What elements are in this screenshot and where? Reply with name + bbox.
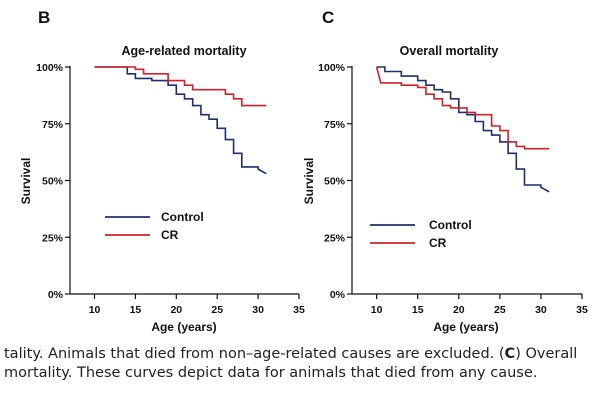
y-tick-label: 75% — [42, 119, 64, 131]
x-axis-label: Age (years) — [433, 320, 498, 334]
caption-lead: tality. Animals that died from non–age-r… — [4, 346, 505, 362]
y-tick-label: 0% — [48, 289, 64, 301]
y-tick-label: 0% — [330, 289, 346, 301]
y-tick-label: 100% — [318, 62, 346, 74]
y-axis-label: Survival — [302, 158, 316, 205]
series-line-control — [376, 66, 550, 193]
panel-c-overall-mortality: C Overall mortality 0% 25% 50% 75% 100% 10 15 20 2… — [302, 8, 588, 334]
x-tick-label: 35 — [293, 304, 305, 316]
caption-panel-letter: C — [504, 346, 516, 362]
chart-title: Overall mortality — [400, 44, 499, 58]
y-tick-label: 50% — [42, 176, 64, 188]
legend-label-cr: CR — [429, 236, 447, 250]
y-tick-label: 75% — [324, 119, 346, 131]
x-tick-label: 15 — [412, 304, 424, 316]
x-tick-label: 30 — [535, 304, 547, 316]
legend-label-control: Control — [161, 210, 204, 224]
x-tick-label: 20 — [453, 304, 465, 316]
chart-title: Age-related mortality — [121, 44, 246, 58]
x-tick-label: 20 — [170, 304, 182, 316]
x-tick-label: 30 — [252, 304, 264, 316]
series-line-cr — [94, 66, 267, 107]
series-line-cr — [375, 66, 550, 150]
panel-letter: C — [322, 8, 334, 27]
y-tick-label: 25% — [324, 232, 346, 244]
legend-label-cr: CR — [161, 228, 179, 242]
y-tick-label: 50% — [324, 176, 346, 188]
x-tick-label: 15 — [130, 304, 142, 316]
x-tick-label: 10 — [371, 304, 383, 316]
x-tick-label: 25 — [494, 304, 506, 316]
y-tick-label: 100% — [36, 62, 64, 74]
y-axis-label: Survival — [19, 158, 33, 205]
caption-rest: ) Overall mortality. These curves depict… — [4, 346, 578, 381]
series-line-control — [94, 66, 267, 175]
x-tick-label: 10 — [89, 304, 101, 316]
panel-letter: B — [38, 8, 50, 27]
legend-label-control: Control — [429, 218, 472, 232]
x-axis-label: Age (years) — [151, 320, 216, 334]
x-tick-label: 25 — [211, 304, 223, 316]
panel-b-age-related-mortality: B Age-related mortality 0% 25% 50% 75% 100% 10 1… — [19, 8, 305, 334]
figure-caption: tality. Animals that died from non–age-r… — [4, 345, 604, 383]
y-tick-label: 25% — [42, 232, 64, 244]
x-tick-label: 35 — [576, 304, 588, 316]
